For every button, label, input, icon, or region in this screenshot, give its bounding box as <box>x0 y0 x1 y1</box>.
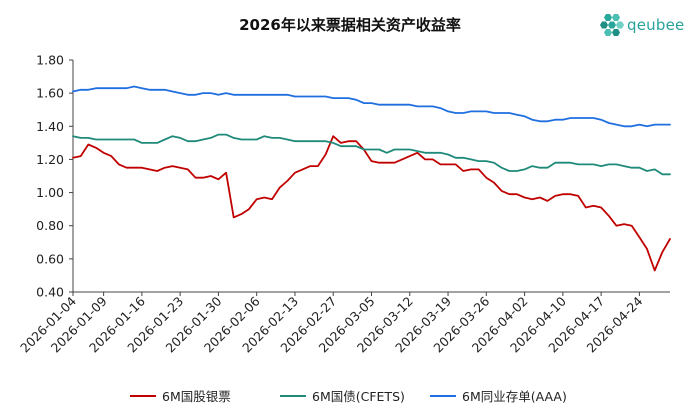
legend-item-series-3: 6M同业存单(AAA) <box>430 386 567 405</box>
qeubee-logo: qeubee <box>600 12 695 42</box>
y-tick-label: 1.20 <box>36 152 64 167</box>
series-line-2 <box>72 133 671 176</box>
y-tick-label: 0.80 <box>36 218 64 233</box>
y-tick-label: 0.60 <box>36 251 64 266</box>
y-tick-label: 1.00 <box>36 185 64 200</box>
legend-swatch-series-1 <box>130 394 156 397</box>
logo-text: qeubee <box>627 16 685 34</box>
chart-title: 2026年以来票据相关资产收益率 <box>239 16 461 34</box>
y-tick-label: 1.60 <box>36 86 64 101</box>
logo-hexagon-icon <box>600 14 624 36</box>
legend-item-series-2: 6M国债(CFETS) <box>280 386 405 405</box>
legend-label-series-3: 6M同业存单(AAA) <box>462 389 567 404</box>
y-tick-label: 1.40 <box>36 119 64 134</box>
chart-series <box>72 85 671 272</box>
legend-item-series-1: 6M国股银票 <box>130 386 231 405</box>
y-tick-label: 0.40 <box>36 285 64 300</box>
y-tick-label: 1.80 <box>36 53 64 68</box>
chart-legend: 6M国股银票 6M国债(CFETS) 6M同业存单(AAA) <box>0 386 700 410</box>
series-line-3 <box>72 85 671 128</box>
series-line-1 <box>72 135 671 272</box>
legend-label-series-1: 6M国股银票 <box>162 389 231 404</box>
legend-swatch-series-3 <box>430 394 456 397</box>
legend-label-series-2: 6M国债(CFETS) <box>312 389 405 404</box>
legend-swatch-series-2 <box>280 394 306 397</box>
chart-axes: 1.801.601.401.201.000.800.600.402026-01-… <box>17 53 670 355</box>
